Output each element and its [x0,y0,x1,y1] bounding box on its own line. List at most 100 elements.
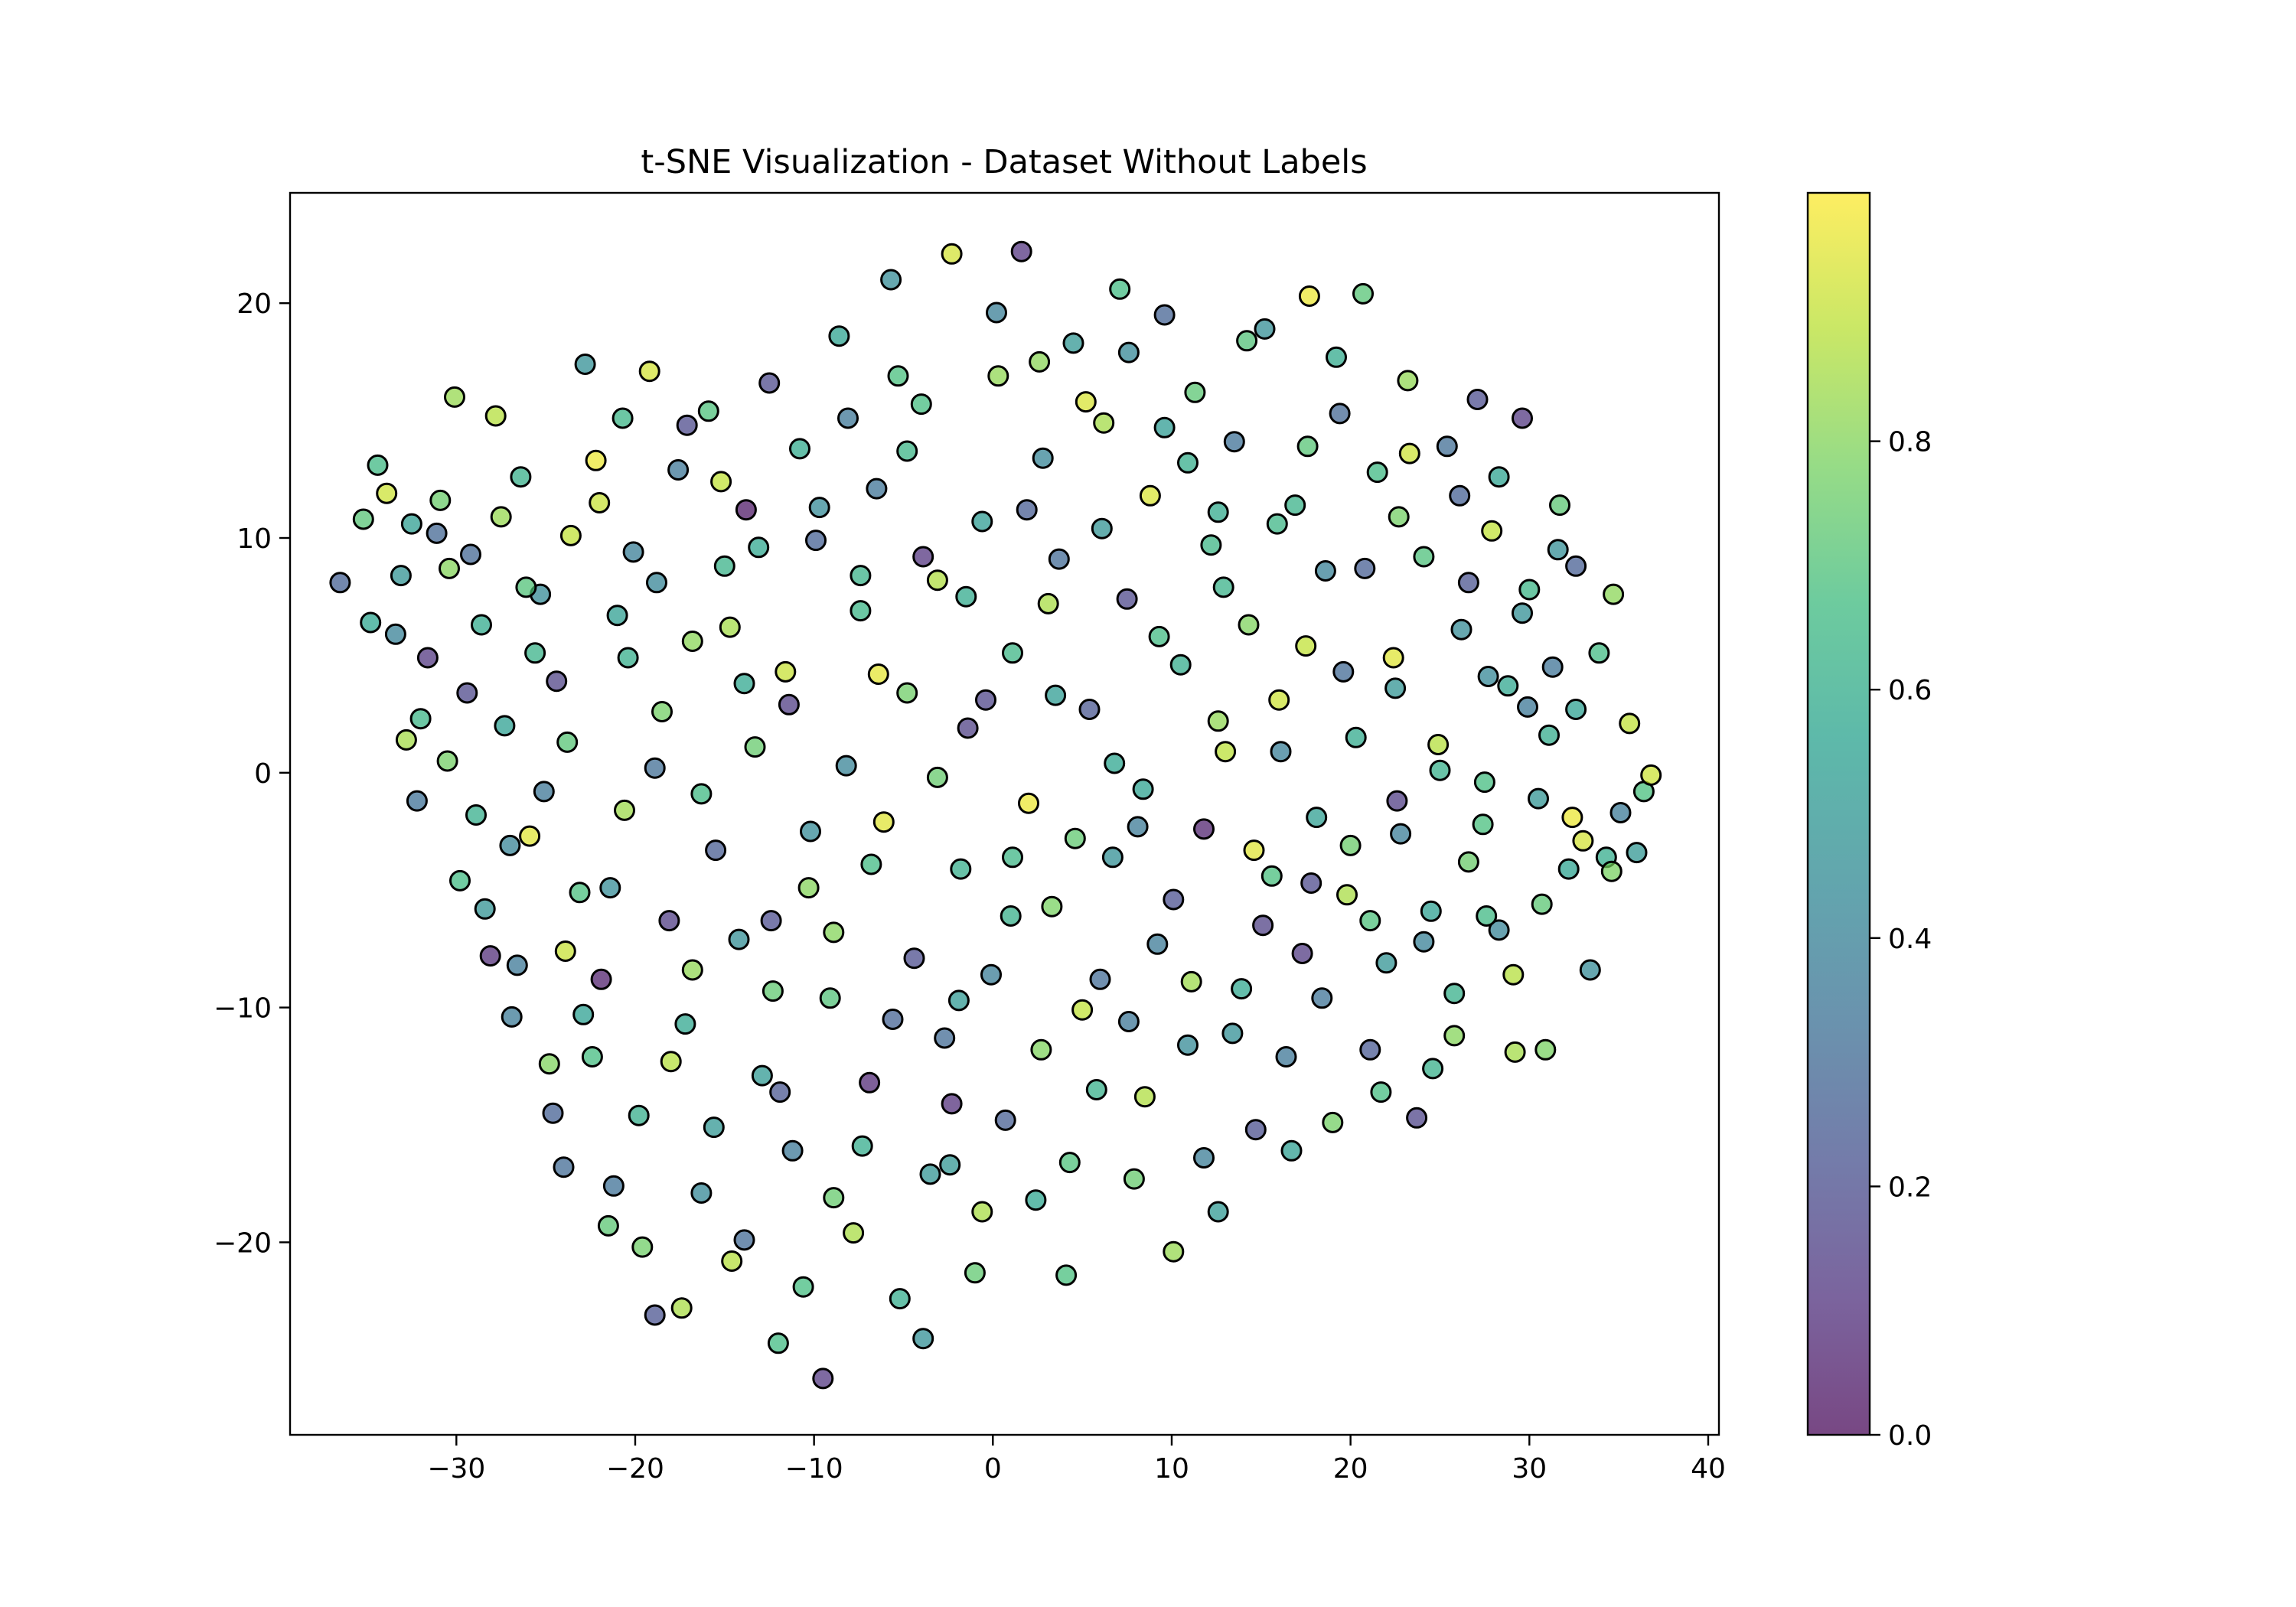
scatter-point [1268,689,1290,711]
scatter-point [515,576,537,598]
y-axis: −20 −10 0 10 20 [214,288,290,1259]
scatter-point [823,1187,845,1209]
scatter-point [1207,501,1229,523]
scatter-point [887,365,909,387]
scatter-point [574,354,596,375]
scatter-point [1062,332,1084,354]
scatter-point [1045,684,1067,706]
scatter-point [767,1332,789,1354]
colorbar-tick-label: 0.0 [1888,1420,1932,1452]
scatter-point [681,631,703,652]
scatter-point [352,508,374,530]
scatter-point [439,557,460,579]
scatter-point [910,393,932,416]
scatter-point [465,804,487,826]
scatter-point [705,839,727,862]
scatter-point [1449,484,1471,507]
scatter-point [1528,787,1549,810]
scatter-point [1193,1147,1215,1169]
scatter-point [510,466,532,488]
scatter-point [1322,1111,1344,1133]
scatter-point [964,1262,986,1284]
scatter-point [1244,1119,1267,1141]
x-tick-label: 40 [1691,1453,1726,1485]
scatter-point [569,882,591,904]
x-tick-label: −30 [427,1453,485,1485]
scatter-point [1298,285,1320,307]
scatter-point [1132,778,1154,800]
scatter-point [1422,1058,1444,1080]
scatter-point [690,1182,713,1204]
scatter-point [416,647,439,669]
scatter-point [538,1053,560,1075]
scatter-point [828,325,850,347]
scatter-point [1420,900,1442,922]
scatter-point [1339,834,1362,856]
scatter-point [987,365,1009,387]
scatter-point [519,825,541,847]
scatter-point [713,555,735,577]
scatter-point [1488,466,1510,488]
scatter-point [859,1071,881,1094]
x-tick-label: 10 [1154,1453,1189,1485]
scatter-point [1212,576,1234,598]
scatter-point [721,1250,743,1272]
scatter-point [797,877,820,899]
scatter-point [638,360,660,383]
scatter-point [850,565,872,587]
y-tick-label: 20 [236,288,272,320]
scatter-point [646,572,667,594]
scatter-point [971,510,993,533]
scatter-point [1488,919,1510,941]
scatter-point [703,1116,725,1139]
scatter-point [367,454,389,476]
scatter-point [1504,1041,1526,1063]
scatter-point [426,522,448,544]
scatter-point [781,1139,804,1162]
scatter-point [1473,771,1495,794]
scatter-point [384,623,406,645]
scatter-point [1133,1086,1156,1108]
scatter-point [789,438,810,460]
scatter-point [939,1154,961,1176]
scatter-point [1231,978,1253,1000]
scatter-point [1085,1079,1107,1100]
scatter-point [1398,442,1420,464]
scatter-point [950,858,972,880]
scatter-point [778,693,800,715]
scatter-point [719,616,741,638]
scatter-point [805,530,827,552]
scatter-point [1055,1264,1078,1286]
scatter-point [843,1222,865,1244]
scatter-point [360,611,382,634]
scatter-point [660,1051,682,1073]
scatter-point [1466,389,1489,410]
scatter-point [1329,403,1351,425]
scatter-point [1640,764,1662,786]
scatter-point [1207,1201,1229,1223]
chart-title: t-SNE Visualization - Dataset Without La… [641,143,1367,181]
scatter-point [444,386,465,408]
scatter-point [1291,943,1313,964]
scatter-point [1457,572,1479,594]
scatter-point [506,954,528,976]
scatter-point [1029,350,1051,373]
colorbar-tick-label: 0.8 [1888,427,1932,458]
scatter-point [1359,910,1381,932]
x-axis: −30 −20 −10 0 10 20 30 40 [427,1435,1726,1485]
scatter-point [819,987,841,1009]
scatter-point [1476,905,1498,927]
scatter-point [926,766,948,788]
scatter-point [670,1297,693,1319]
scatter-point [957,717,979,739]
scatter-point [614,799,635,821]
scatter-point [1512,602,1533,624]
scatter-point [1565,555,1587,577]
scatter-point [941,1093,963,1115]
scatter-point [1572,830,1594,852]
scatter-point [748,536,770,559]
scatter-point [837,407,859,429]
scatter-point [676,414,698,436]
scatter-point [1603,583,1625,605]
scatter-point [1041,895,1063,918]
